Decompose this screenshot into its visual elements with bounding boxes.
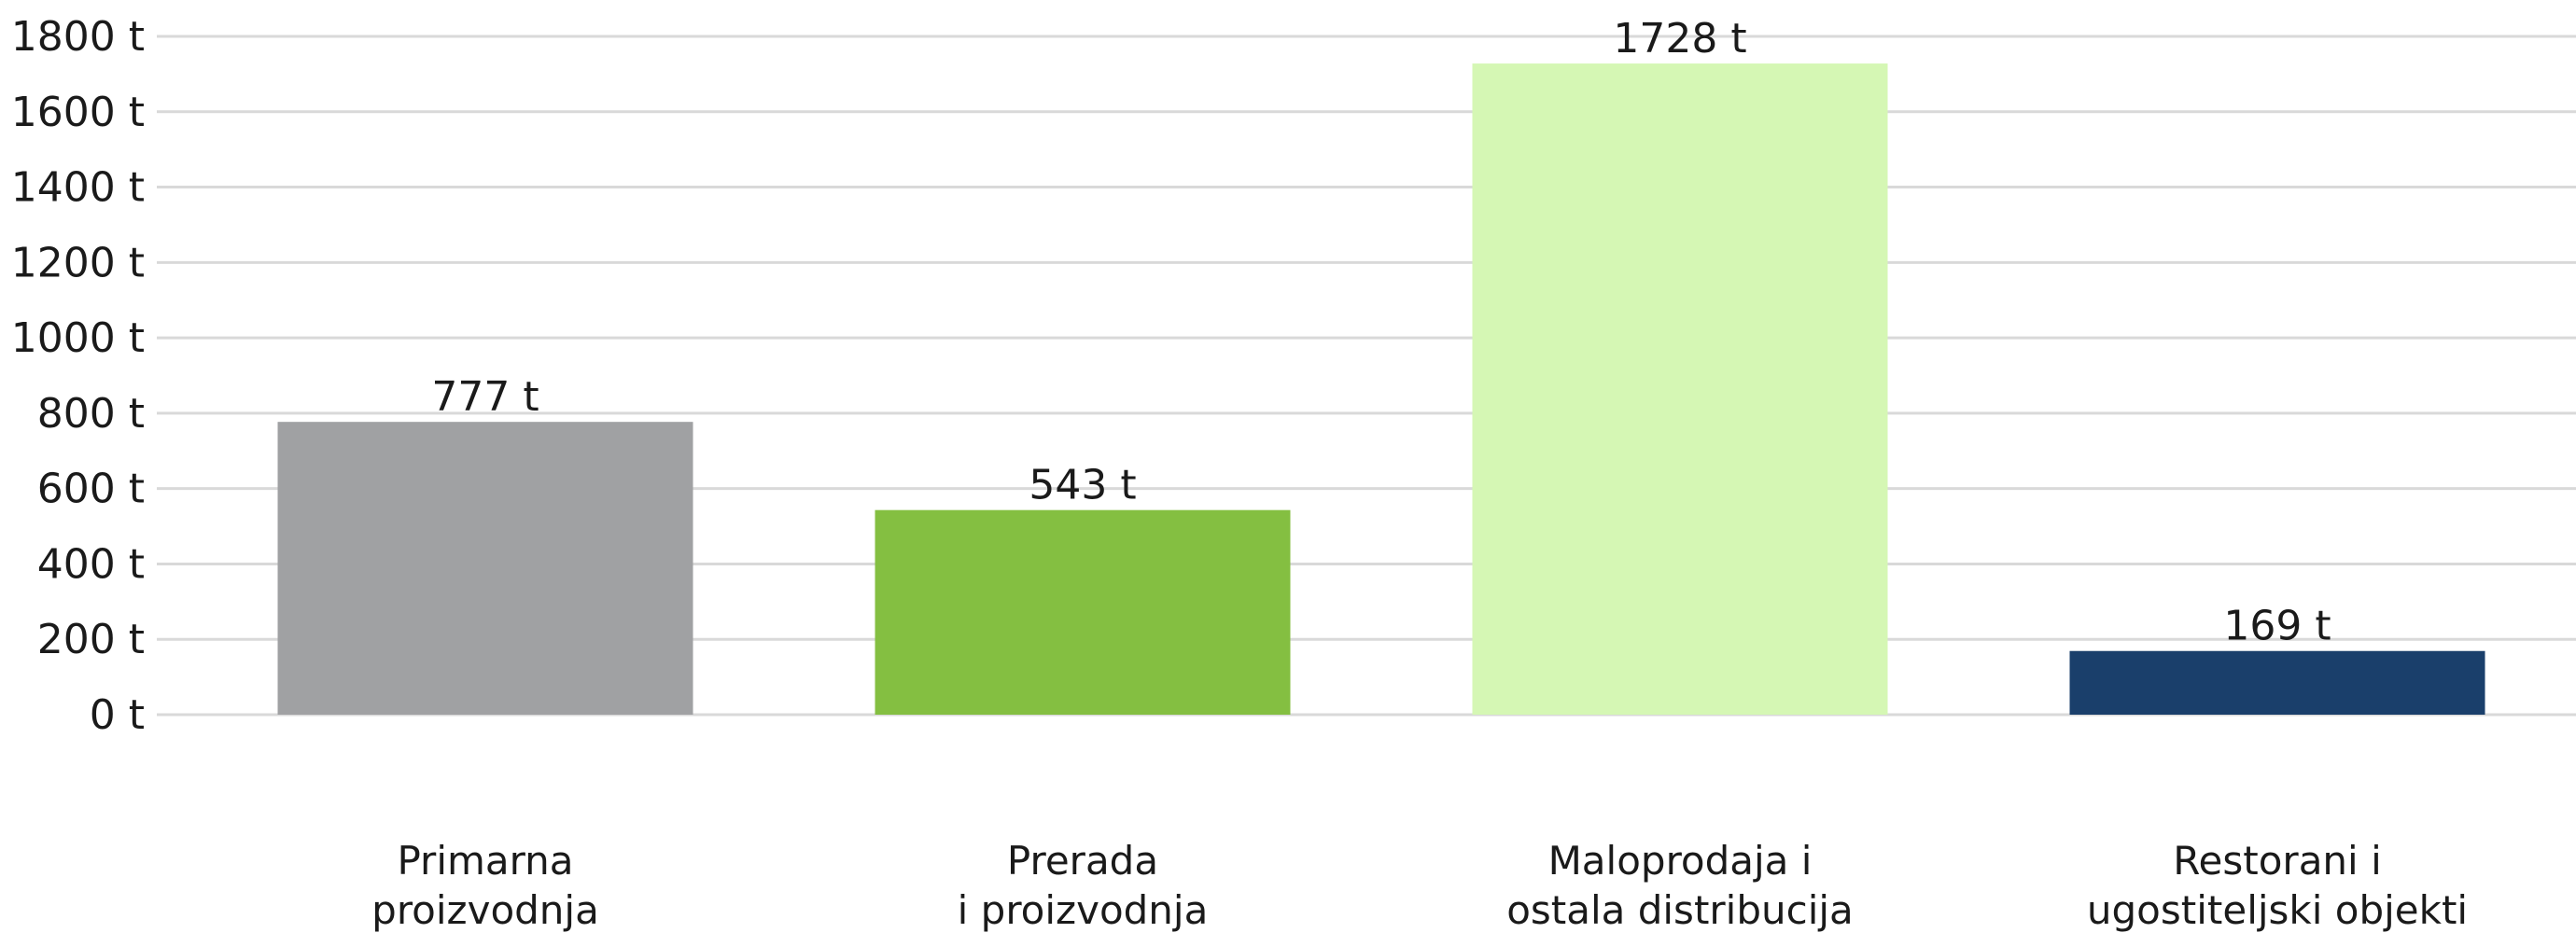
y-tick-label: 1600 t	[11, 89, 145, 136]
y-tick-label: 0 t	[90, 691, 145, 739]
data-label: 1728 t	[1613, 15, 1746, 63]
data-label: 777 t	[431, 373, 539, 421]
bar	[875, 509, 1291, 715]
x-category-label: proizvodnja	[371, 887, 599, 933]
bar	[1472, 63, 1888, 715]
x-category-label: Restorani i	[2173, 838, 2382, 884]
x-category-label: ugostiteljski objekti	[2087, 887, 2468, 933]
x-category-label: Maloprodaja i	[1548, 838, 1813, 884]
y-tick-label: 1400 t	[11, 164, 145, 212]
bars	[277, 63, 2485, 715]
y-tick-label: 1800 t	[11, 13, 145, 61]
x-category-label: i proizvodnja	[958, 887, 1209, 933]
y-tick-label: 400 t	[37, 540, 145, 588]
bar	[277, 422, 693, 715]
y-tick-label: 1000 t	[11, 314, 145, 362]
x-category-label: Prerada	[1007, 838, 1158, 884]
x-category-label: ostala distribucija	[1506, 887, 1854, 933]
y-tick-label: 600 t	[37, 466, 145, 513]
y-axis-tick-labels: 0 t 200 t 400 t 600 t 800 t 1000 t 1200 t 1400 …	[11, 13, 145, 739]
data-labels: 777 t 543 t 1728 t 169 t	[431, 15, 2331, 650]
data-label: 543 t	[1029, 462, 1136, 509]
y-tick-label: 1200 t	[11, 239, 145, 286]
y-tick-label: 800 t	[37, 390, 145, 438]
x-category-label: Primarna	[397, 838, 573, 884]
y-tick-label: 200 t	[37, 616, 145, 663]
bar	[2069, 650, 2485, 715]
data-label: 169 t	[2223, 603, 2331, 650]
